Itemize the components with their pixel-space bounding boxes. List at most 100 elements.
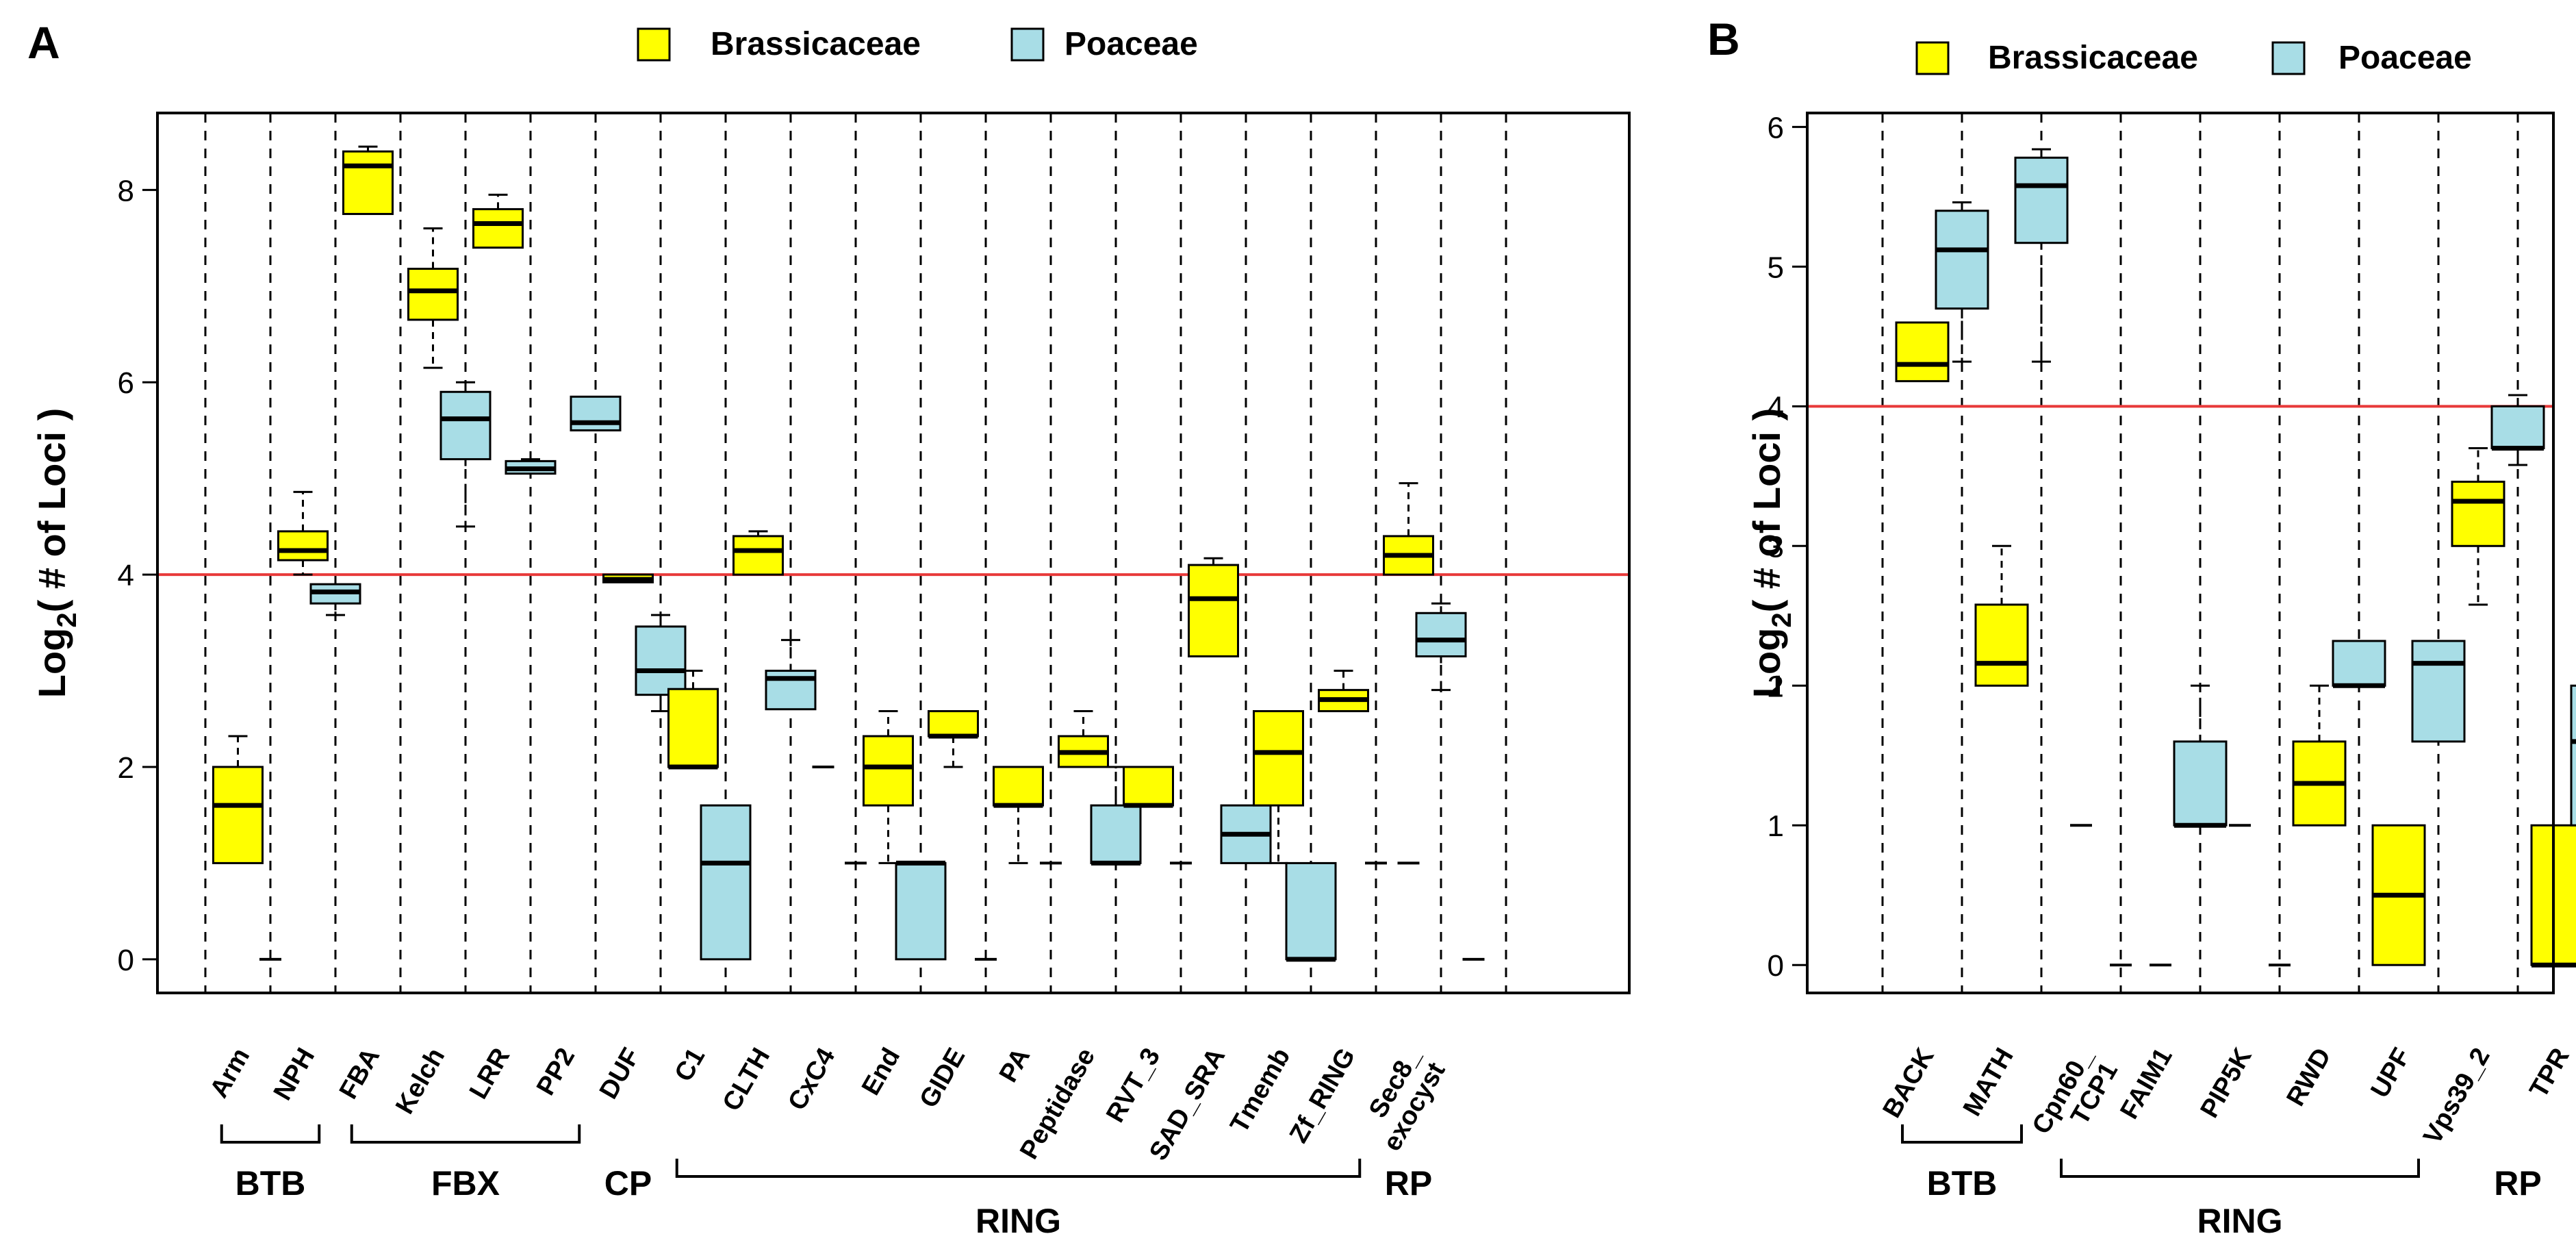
panel-a-y-tick-label: 4 [118,559,134,592]
panel-a-sec8-exocyst-brassicaceae [1383,482,1434,576]
panel-a-category-label: Tmemb [1225,1044,1296,1138]
panel-b-y-tick-label: 6 [1768,111,1784,144]
panel-a-category-label: NPH [268,1044,320,1105]
panel-a-group-bracket-btb [220,1124,321,1144]
panel-a-kelch-poaceae-box [439,390,492,461]
panel-b-math-brassicaceae [1974,544,2029,687]
panel-b-vps39-2-poaceae [2490,394,2545,466]
panel-a-clth-brassicaceae-box [732,535,784,576]
panel-a-group-bracket-fbx [350,1124,581,1144]
panel-b-plot-frame [1806,112,2555,994]
legend-a-poaceae-swatch [1010,27,1045,62]
panel-a-group-label-ring: RING [975,1202,1061,1240]
panel-a-pa-brassicaceae [993,766,1044,864]
legend-b-brassicaceae-label: Brassicaceae [1988,40,2198,76]
panel-b-y-axis-label: Log2( # of Loci ) [1745,408,1797,698]
legend-b-brassicaceae-swatch [1915,41,1950,75]
panel-b-tpr-poaceae-box [2570,684,2576,827]
panel-b-letter: B [1707,14,1740,64]
panel-a-nph-poaceae [309,583,361,616]
panel-a-letter: A [27,17,60,68]
panel-b-group-bracket-btb [1901,1124,2023,1144]
panel-a-lrr-poaceae [505,458,557,475]
panel-a-category-label: PP2 [531,1044,581,1100]
panel-a-pp2-poaceae-box [570,395,622,431]
panel-a-rvt-3-brassicaceae [1123,766,1174,808]
panel-a-pp2-poaceae [570,395,622,431]
panel-a-lrr-brassicaceae [472,193,524,249]
panel-a-kelch-brassicaceae-box [407,268,459,321]
panel-a-fba-brassicaceae [342,145,394,215]
panel-a-lrr-brassicaceae-box [472,207,524,249]
panel-a-end-brassicaceae-box [863,735,914,807]
panel-a-sad-sra-brassicaceae [1188,557,1239,657]
panel-a-category-label: GIDE [914,1044,971,1113]
panel-a-y-tick-label: 0 [118,944,134,977]
panel-a-gide-brassicaceae [928,710,979,768]
panel-b-back-poaceae [1935,201,1989,363]
panel-b-vps39-2-brassicaceae [2451,447,2505,606]
panel-b-y-tick-label: 5 [1768,251,1784,284]
panel-b-y-tick-label: 1 [1768,809,1784,843]
panel-b-faim1-poaceae [2173,684,2228,828]
panel-a-end-poaceae-box [895,861,947,961]
panel-a-sec8-exocyst-poaceae [1415,602,1467,692]
panel-a-plot-frame [156,112,1631,994]
panel-a-category-label: Arm [205,1044,255,1103]
panel-b-rwd-brassicaceae [2292,684,2347,827]
panel-a-group-label-rp: RP [1385,1164,1432,1202]
panel-b-math-poaceae [2014,148,2069,363]
panel-b-back-brassicaceae-box [1895,321,1950,383]
panel-b-group-bracket-ring [2060,1159,2420,1178]
panel-b-category-label: MATH [1958,1044,2019,1122]
panel-a-kelch-poaceae [439,381,492,528]
legend-b-poaceae-label: Poaceae [2338,40,2472,76]
panel-b-y-tick-label: 2 [1768,670,1784,703]
panel-a-group-label-fbx: FBX [431,1164,500,1202]
panel-a-tmemb-poaceae-box [1285,861,1337,961]
panel-a-sad-sra-brassicaceae-box [1188,564,1239,657]
panel-b-back-brassicaceae [1895,321,1950,383]
panel-b-category-label: Cpn60_TCP1 [2027,1043,2124,1154]
panel-a-nph-brassicaceae-box [277,530,329,562]
panel-a-category-label: LRR [464,1044,515,1105]
panel-a-zf-ring-brassicaceae [1318,670,1369,713]
panel-b-faim1-poaceae-box [2173,740,2228,827]
panel-a-group-label-cp: CP [604,1164,652,1202]
legend-b: Brassicaceae Poaceae [1915,40,2472,76]
panel-a-fba-brassicaceae-box [342,150,394,215]
panel-a-duf-poaceae-box [635,625,687,696]
panel-b-upf-brassicaceae [2371,824,2426,966]
panel-a-gide-brassicaceae-box [928,710,979,738]
legend-a: Brassicaceae Poaceae [637,26,1198,62]
panel-a-kelch-brassicaceae [407,227,459,369]
panel-a-c1-poaceae-box [700,804,752,961]
panel-b-math-brassicaceae-box [1974,603,2029,687]
panel-b-category-label: BACK [1878,1043,1941,1123]
panel-a-clth-poaceae [765,639,817,711]
panel-a-rvt-3-brassicaceae-box [1123,766,1174,807]
panel-b-math-poaceae-box [2014,156,2069,244]
panel-b-category-label: FAIM1 [2115,1044,2178,1124]
panel-a-peptidase-poaceae-box [1090,804,1142,864]
panel-a-category-label: C1 [669,1044,711,1087]
panel-a-end-poaceae [895,860,947,961]
panel-a-category-label: FBA [334,1044,385,1105]
panel-b-back-poaceae-box [1935,210,1989,310]
panel-b-group-label-ring: RING [2197,1202,2283,1240]
panel-a-c1-brassicaceae [667,670,719,770]
legend-a-poaceae-label: Poaceae [1064,26,1198,62]
panel-a-category-label: Kelch [390,1044,450,1120]
legend-b-poaceae-swatch [2271,41,2306,75]
panel-a-duf-poaceae [635,614,687,713]
panel-a-c1-brassicaceae-box [667,688,719,768]
panel-b-vps39-2-brassicaceae-box [2451,480,2505,547]
panel-b-rwd-poaceae [2332,640,2386,688]
panel-a-end-brassicaceae [863,710,914,864]
panel-a-group-label-btb: BTB [235,1164,306,1202]
panel-b-category-label: RWD [2281,1044,2336,1111]
panel-b-rwd-poaceae-box [2332,640,2386,687]
panel-a-y-tick-label: 8 [118,174,134,207]
panel-b-upf-poaceae [2411,640,2466,743]
panel-a-peptidase-brassicaceae [1058,710,1109,768]
